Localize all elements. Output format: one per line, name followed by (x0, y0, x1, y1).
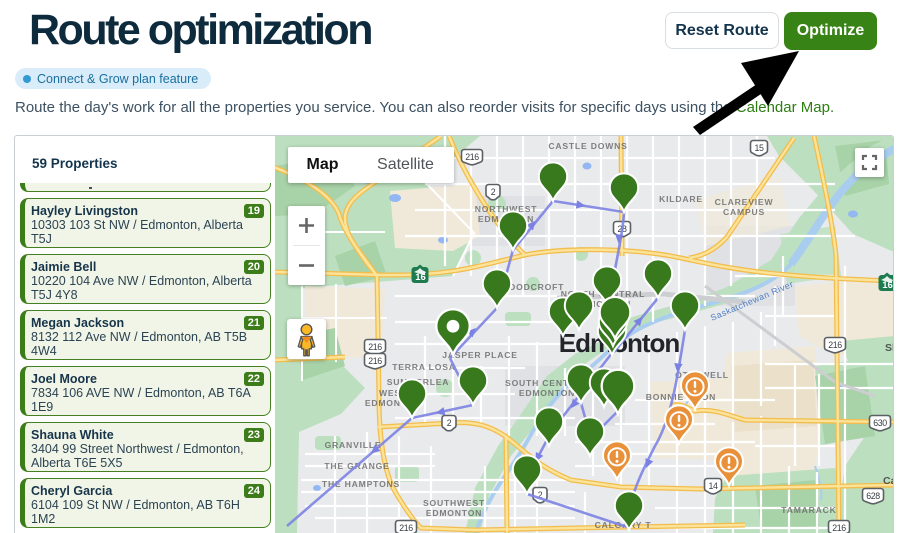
svg-text:WEST: WEST (379, 388, 407, 398)
svg-text:2: 2 (491, 187, 496, 197)
svg-text:630: 630 (873, 418, 887, 428)
svg-text:216: 216 (368, 356, 382, 366)
svg-text:CLAREVIEW: CLAREVIEW (715, 197, 774, 207)
svg-text:EDMONTON: EDMONTON (426, 508, 482, 518)
svg-text:216: 216 (465, 152, 479, 162)
svg-text:216: 216 (828, 340, 842, 350)
svg-text:BONNIE DOON: BONNIE DOON (646, 392, 716, 402)
svg-text:JASPER PLACE: JASPER PLACE (442, 350, 518, 360)
svg-text:SOUTHWEST: SOUTHWEST (423, 498, 485, 508)
svg-text:628: 628 (866, 491, 880, 501)
svg-text:216: 216 (399, 523, 413, 533)
svg-text:Castle: Castle (883, 475, 894, 487)
svg-text:KILDARE: KILDARE (659, 194, 703, 204)
svg-text:2: 2 (447, 418, 452, 428)
svg-text:16: 16 (415, 272, 426, 283)
svg-text:WOODCROFT: WOODCROFT (500, 282, 564, 292)
svg-text:THE HAMPTONS: THE HAMPTONS (322, 479, 400, 489)
svg-text:EDMONTON: EDMONTON (365, 398, 421, 408)
svg-text:216: 216 (368, 342, 382, 352)
svg-text:TERRA LOSA: TERRA LOSA (392, 362, 456, 372)
svg-text:NORTHWEST: NORTHWEST (475, 204, 538, 214)
svg-text:EDMONTON: EDMONTON (519, 388, 575, 398)
svg-text:216: 216 (832, 523, 846, 533)
svg-text:SOUTH CENTRAL: SOUTH CENTRAL (505, 378, 589, 388)
svg-text:15: 15 (755, 143, 764, 153)
svg-text:Sherwood: Sherwood (885, 342, 894, 354)
svg-text:2: 2 (538, 490, 543, 500)
svg-text:14: 14 (709, 481, 718, 491)
svg-text:GRANVILLE: GRANVILLE (325, 440, 382, 450)
svg-text:TAMARACK: TAMARACK (781, 505, 836, 515)
svg-text:CASTLE DOWNS: CASTLE DOWNS (548, 141, 627, 151)
svg-text:16: 16 (882, 280, 893, 291)
svg-text:CAMPUS: CAMPUS (723, 207, 765, 217)
